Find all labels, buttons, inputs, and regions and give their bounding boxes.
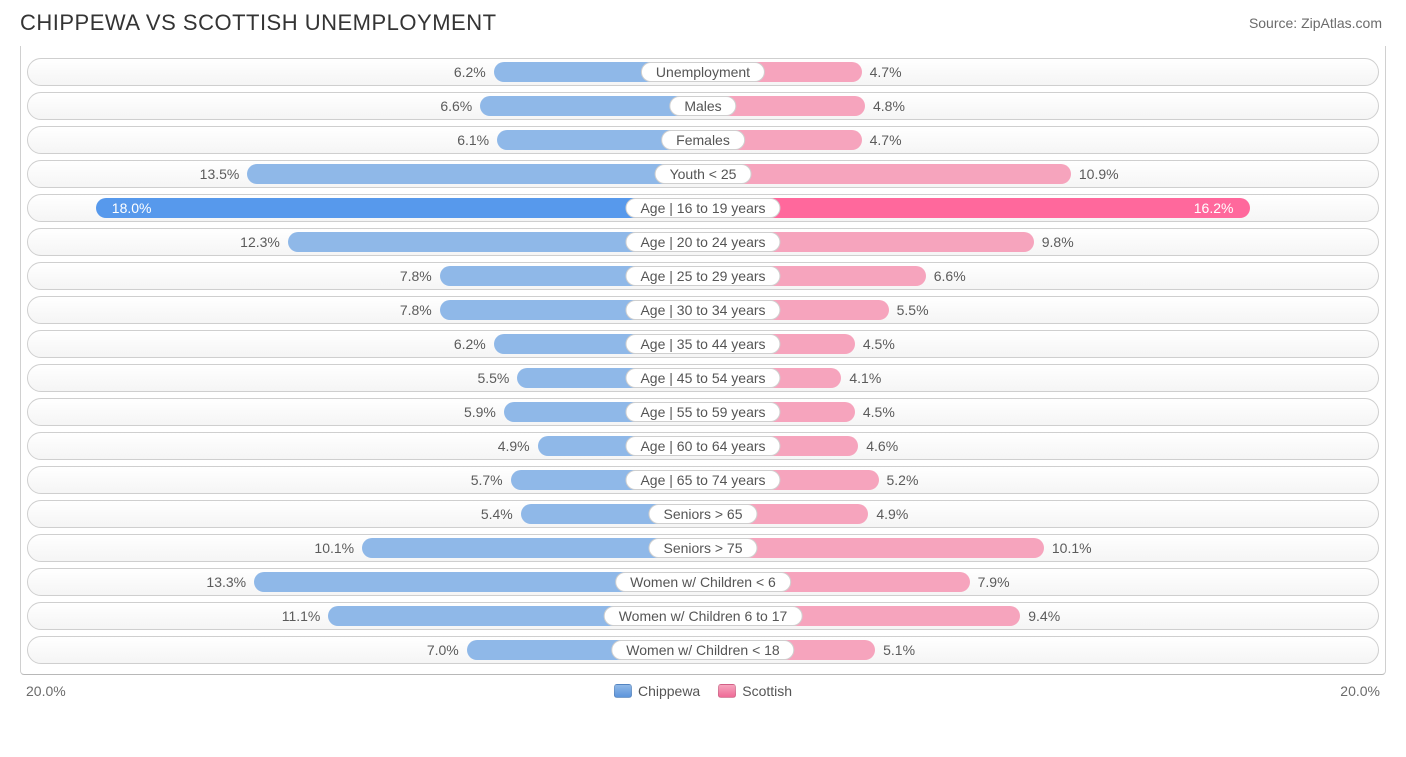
value-left: 7.0% [427,637,459,663]
value-right: 4.9% [876,501,908,527]
value-right: 4.6% [866,433,898,459]
legend-label-left: Chippewa [638,683,700,699]
axis-right-max: 20.0% [1340,683,1380,699]
chart-row: 6.1% 4.7% Females [27,126,1379,154]
value-left: 12.3% [240,229,280,255]
value-right: 4.8% [873,93,905,119]
value-left: 5.9% [464,399,496,425]
row-label: Age | 35 to 44 years [625,334,780,354]
row-label: Seniors > 75 [649,538,758,558]
value-left: 13.3% [206,569,246,595]
row-label: Age | 45 to 54 years [625,368,780,388]
value-right: 5.1% [883,637,915,663]
value-right: 9.4% [1028,603,1060,629]
axis-left-max: 20.0% [26,683,66,699]
value-right: 9.8% [1042,229,1074,255]
value-left: 5.4% [481,501,513,527]
source-attribution: Source: ZipAtlas.com [1249,15,1382,31]
value-right: 10.1% [1052,535,1092,561]
chart-row: 7.8% 6.6% Age | 25 to 29 years [27,262,1379,290]
bar-left [96,198,704,218]
chart-row: 13.3% 7.9% Women w/ Children < 6 [27,568,1379,596]
value-right: 4.5% [863,399,895,425]
value-left: 5.7% [471,467,503,493]
value-right: 10.9% [1079,161,1119,187]
value-left: 4.9% [498,433,530,459]
row-label: Unemployment [641,62,765,82]
value-right: 4.7% [870,59,902,85]
chart-row: 5.7% 5.2% Age | 65 to 74 years [27,466,1379,494]
diverging-bar-chart: 6.2% 4.7% Unemployment 6.6% 4.8% Males 6.1% 4.7… [20,46,1386,675]
row-label: Females [661,130,745,150]
chart-row: 6.2% 4.7% Unemployment [27,58,1379,86]
value-left: 10.1% [314,535,354,561]
chart-row: 18.0% 16.2% Age | 16 to 19 years [27,194,1379,222]
bar-right [703,198,1250,218]
value-left: 7.8% [400,297,432,323]
value-right: 16.2% [1194,195,1234,221]
chart-row: 6.6% 4.8% Males [27,92,1379,120]
value-left: 5.5% [477,365,509,391]
row-label: Age | 25 to 29 years [625,266,780,286]
row-label: Age | 55 to 59 years [625,402,780,422]
value-right: 7.9% [978,569,1010,595]
value-left: 13.5% [200,161,240,187]
bar-right [703,164,1071,184]
row-label: Youth < 25 [655,164,752,184]
value-right: 4.7% [870,127,902,153]
value-left: 6.2% [454,59,486,85]
chart-row: 12.3% 9.8% Age | 20 to 24 years [27,228,1379,256]
value-left: 6.6% [440,93,472,119]
chart-row: 11.1% 9.4% Women w/ Children 6 to 17 [27,602,1379,630]
value-left: 6.2% [454,331,486,357]
chart-row: 6.2% 4.5% Age | 35 to 44 years [27,330,1379,358]
chart-row: 13.5% 10.9% Youth < 25 [27,160,1379,188]
value-left: 11.1% [282,603,321,629]
axis-row: 20.0% Chippewa Scottish 20.0% [26,677,1380,705]
row-label: Age | 60 to 64 years [625,436,780,456]
value-right: 6.6% [934,263,966,289]
row-label: Age | 20 to 24 years [625,232,780,252]
row-label: Males [669,96,736,116]
legend-swatch-left [614,684,632,698]
chart-row: 7.0% 5.1% Women w/ Children < 18 [27,636,1379,664]
value-right: 4.1% [849,365,881,391]
row-label: Seniors > 65 [649,504,758,524]
value-right: 4.5% [863,331,895,357]
value-left: 6.1% [457,127,489,153]
legend-label-right: Scottish [742,683,792,699]
value-right: 5.2% [887,467,919,493]
row-label: Age | 16 to 19 years [625,198,780,218]
source-name: ZipAtlas.com [1301,15,1382,31]
row-label: Age | 30 to 34 years [625,300,780,320]
chart-row: 10.1% 10.1% Seniors > 75 [27,534,1379,562]
chart-title: CHIPPEWA VS SCOTTISH UNEMPLOYMENT [20,10,497,36]
legend-item-left: Chippewa [614,683,700,699]
row-label: Women w/ Children < 6 [615,572,791,592]
value-left: 7.8% [400,263,432,289]
chart-row: 7.8% 5.5% Age | 30 to 34 years [27,296,1379,324]
chart-row: 5.9% 4.5% Age | 55 to 59 years [27,398,1379,426]
chart-row: 5.4% 4.9% Seniors > 65 [27,500,1379,528]
value-left: 18.0% [112,195,152,221]
legend-swatch-right [718,684,736,698]
legend-item-right: Scottish [718,683,792,699]
row-label: Women w/ Children 6 to 17 [604,606,803,626]
value-right: 5.5% [897,297,929,323]
chart-row: 4.9% 4.6% Age | 60 to 64 years [27,432,1379,460]
legend: Chippewa Scottish [614,683,792,699]
row-label: Women w/ Children < 18 [611,640,794,660]
bar-left [247,164,703,184]
row-label: Age | 65 to 74 years [625,470,780,490]
chart-row: 5.5% 4.1% Age | 45 to 54 years [27,364,1379,392]
source-label: Source: [1249,15,1301,31]
